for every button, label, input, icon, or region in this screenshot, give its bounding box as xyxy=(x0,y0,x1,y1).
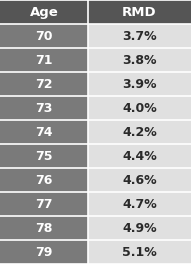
Text: 70: 70 xyxy=(35,30,53,43)
Text: 79: 79 xyxy=(35,246,53,258)
Text: 78: 78 xyxy=(35,221,53,234)
Text: 72: 72 xyxy=(35,78,53,91)
Text: 71: 71 xyxy=(35,54,53,67)
Bar xyxy=(0,216,88,240)
Bar xyxy=(88,240,191,264)
Bar xyxy=(88,24,191,48)
Bar xyxy=(88,216,191,240)
Bar xyxy=(0,96,88,120)
Bar xyxy=(88,96,191,120)
Text: 3.8%: 3.8% xyxy=(122,54,157,67)
Text: 3.7%: 3.7% xyxy=(122,30,157,43)
Text: 76: 76 xyxy=(35,173,53,186)
Text: 3.9%: 3.9% xyxy=(122,78,157,91)
Bar xyxy=(88,0,191,24)
Bar xyxy=(0,72,88,96)
Text: Age: Age xyxy=(30,6,58,18)
Bar xyxy=(0,240,88,264)
Bar xyxy=(88,48,191,72)
Text: 75: 75 xyxy=(35,149,53,163)
Text: 4.7%: 4.7% xyxy=(122,197,157,210)
Bar xyxy=(0,0,88,24)
Bar xyxy=(88,168,191,192)
Bar xyxy=(88,144,191,168)
Bar xyxy=(0,144,88,168)
Bar xyxy=(88,72,191,96)
Bar xyxy=(88,120,191,144)
Text: 4.9%: 4.9% xyxy=(122,221,157,234)
Text: 73: 73 xyxy=(35,101,53,115)
Bar xyxy=(0,120,88,144)
Text: 4.4%: 4.4% xyxy=(122,149,157,163)
Text: RMD: RMD xyxy=(122,6,157,18)
Text: 4.0%: 4.0% xyxy=(122,101,157,115)
Text: 4.2%: 4.2% xyxy=(122,125,157,139)
Text: 4.6%: 4.6% xyxy=(122,173,157,186)
Bar xyxy=(88,192,191,216)
Text: 5.1%: 5.1% xyxy=(122,246,157,258)
Bar xyxy=(0,24,88,48)
Text: 74: 74 xyxy=(35,125,53,139)
Bar xyxy=(0,168,88,192)
Text: 77: 77 xyxy=(35,197,53,210)
Bar xyxy=(0,192,88,216)
Bar xyxy=(0,48,88,72)
